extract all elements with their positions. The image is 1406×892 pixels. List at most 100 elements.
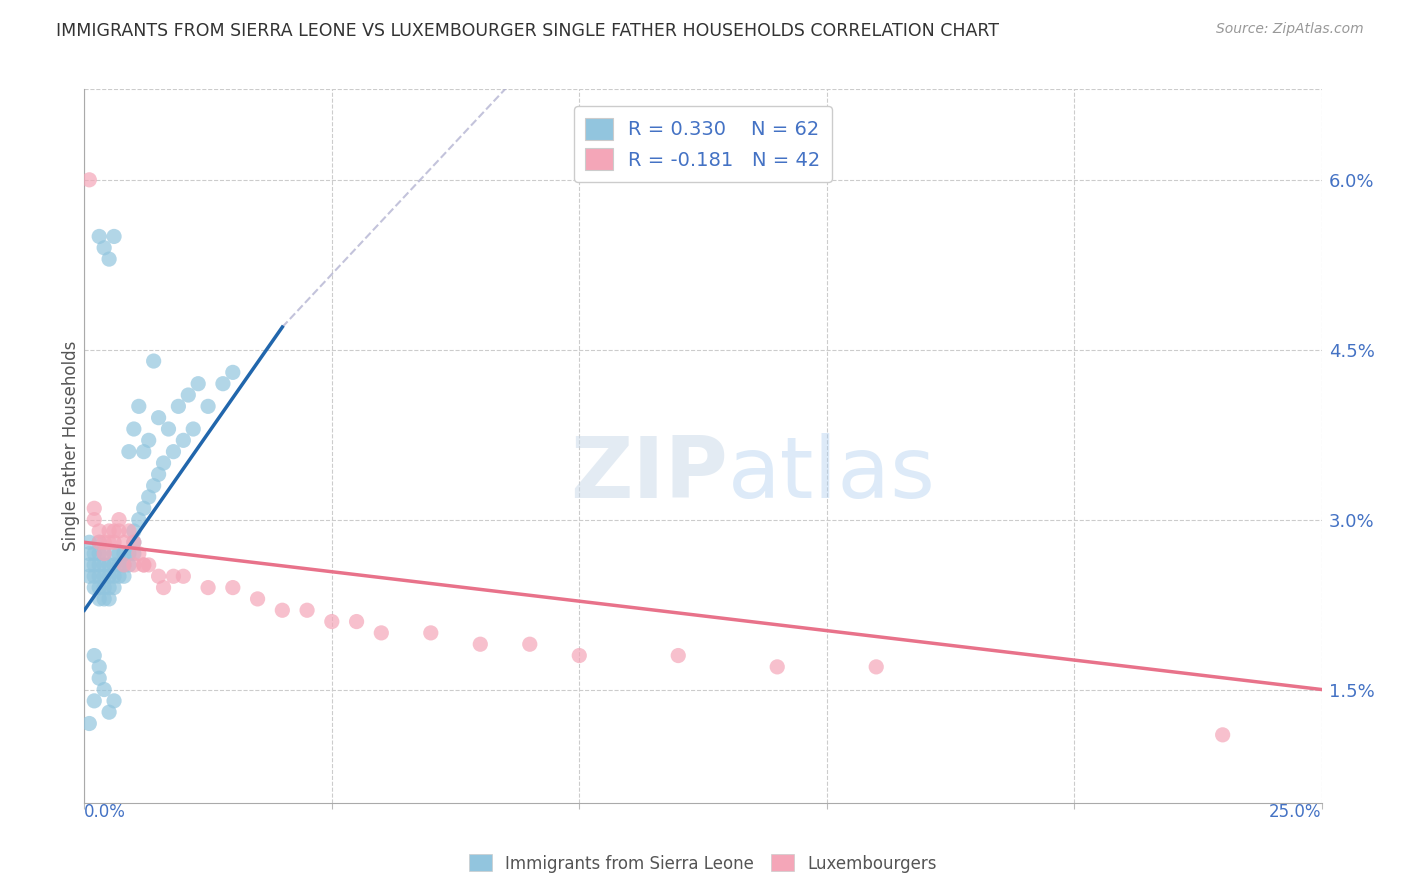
Point: [89, 558, 111, 572]
Text: ZIP: ZIP: [569, 433, 728, 516]
Point: [79, 547, 101, 561]
Point: [79, 173, 101, 187]
Point: [181, 422, 204, 436]
Point: [93, 569, 115, 583]
Point: [172, 569, 194, 583]
Text: atlas: atlas: [728, 433, 936, 516]
Text: 25.0%: 25.0%: [1270, 803, 1322, 821]
Point: [108, 558, 131, 572]
Point: [197, 581, 219, 595]
Point: [79, 535, 101, 549]
Point: [103, 229, 125, 244]
Point: [79, 569, 101, 583]
Point: [122, 535, 145, 549]
Point: [89, 660, 111, 674]
Point: [122, 422, 145, 436]
Point: [122, 547, 145, 561]
Point: [128, 547, 150, 561]
Point: [83, 547, 105, 561]
Point: [83, 569, 105, 583]
Point: [295, 603, 318, 617]
Y-axis label: Single Father Households: Single Father Households: [62, 341, 80, 551]
Point: [128, 513, 150, 527]
Point: [212, 376, 235, 391]
Point: [108, 524, 131, 538]
Point: [1212, 728, 1234, 742]
Point: [108, 569, 131, 583]
Point: [167, 400, 190, 414]
Legend: R = 0.330    N = 62, R = -0.181   N = 42: R = 0.330 N = 62, R = -0.181 N = 42: [574, 106, 832, 182]
Text: IMMIGRANTS FROM SIERRA LEONE VS LUXEMBOURGER SINGLE FATHER HOUSEHOLDS CORRELATIO: IMMIGRANTS FROM SIERRA LEONE VS LUXEMBOU…: [56, 22, 1000, 40]
Point: [138, 490, 160, 504]
Point: [419, 626, 441, 640]
Point: [112, 535, 135, 549]
Point: [138, 558, 160, 572]
Point: [89, 535, 111, 549]
Point: [93, 591, 115, 606]
Point: [222, 581, 245, 595]
Point: [89, 591, 111, 606]
Point: [98, 569, 121, 583]
Point: [103, 535, 125, 549]
Point: [93, 558, 115, 572]
Point: [93, 581, 115, 595]
Point: [271, 603, 294, 617]
Point: [83, 581, 105, 595]
Point: [98, 252, 121, 266]
Point: [89, 569, 111, 583]
Point: [177, 388, 200, 402]
Point: [222, 365, 245, 379]
Point: [89, 229, 111, 244]
Point: [108, 513, 131, 527]
Point: [152, 581, 174, 595]
Point: [132, 558, 155, 572]
Point: [148, 569, 170, 583]
Point: [152, 456, 174, 470]
Point: [142, 478, 165, 492]
Point: [89, 535, 111, 549]
Point: [187, 376, 209, 391]
Point: [766, 660, 789, 674]
Point: [89, 581, 111, 595]
Point: [103, 581, 125, 595]
Text: Source: ZipAtlas.com: Source: ZipAtlas.com: [1216, 22, 1364, 37]
Point: [112, 547, 135, 561]
Point: [138, 434, 160, 448]
Point: [519, 637, 541, 651]
Text: 0.0%: 0.0%: [84, 803, 127, 821]
Point: [118, 444, 141, 458]
Point: [89, 547, 111, 561]
Point: [197, 400, 219, 414]
Point: [112, 558, 135, 572]
Point: [246, 591, 269, 606]
Point: [118, 524, 141, 538]
Point: [108, 547, 131, 561]
Point: [103, 569, 125, 583]
Point: [142, 354, 165, 368]
Point: [89, 524, 111, 538]
Point: [93, 547, 115, 561]
Point: [162, 569, 184, 583]
Point: [118, 558, 141, 572]
Point: [568, 648, 591, 663]
Point: [132, 444, 155, 458]
Point: [370, 626, 392, 640]
Point: [83, 648, 105, 663]
Point: [103, 558, 125, 572]
Point: [470, 637, 492, 651]
Point: [128, 400, 150, 414]
Point: [132, 558, 155, 572]
Point: [98, 705, 121, 719]
Point: [79, 716, 101, 731]
Point: [112, 558, 135, 572]
Point: [98, 524, 121, 538]
Point: [122, 535, 145, 549]
Point: [79, 558, 101, 572]
Point: [98, 558, 121, 572]
Point: [93, 535, 115, 549]
Point: [93, 241, 115, 255]
Point: [148, 410, 170, 425]
Point: [89, 671, 111, 685]
Point: [83, 501, 105, 516]
Point: [93, 682, 115, 697]
